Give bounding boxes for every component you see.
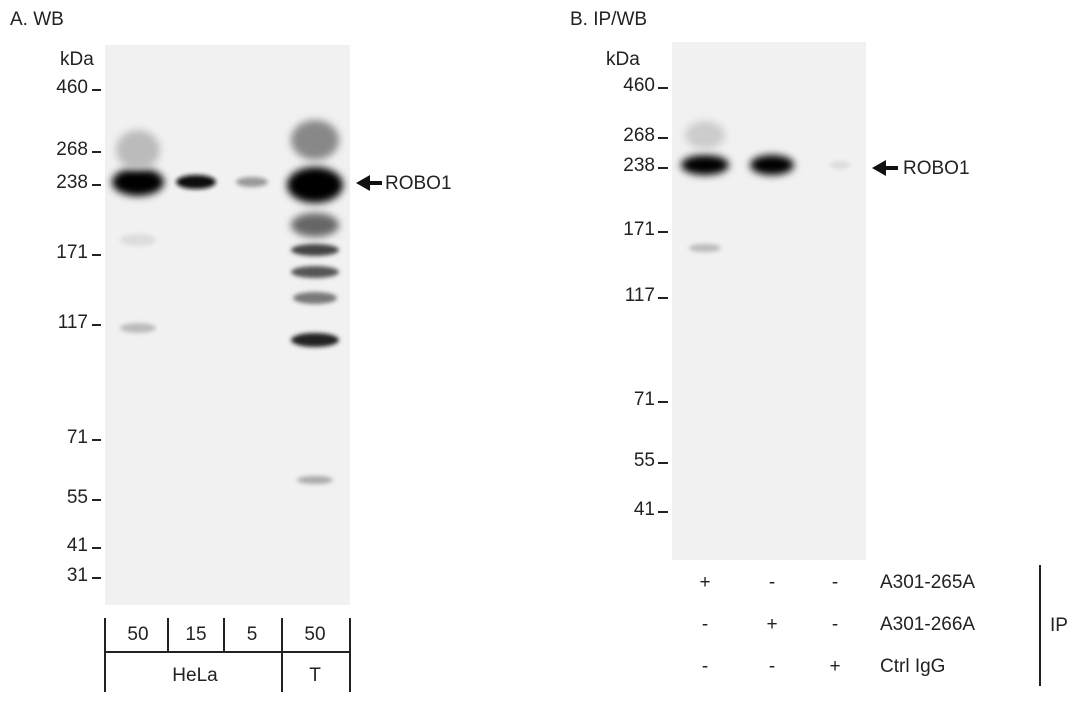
marker-label: 55 — [67, 487, 88, 508]
marker-label: 55 — [634, 450, 655, 471]
panel-b: B. IP/WB kDa 460 268 238 171 117 71 55 41 ROBO1… — [570, 9, 1068, 686]
ip-mark: - — [832, 572, 838, 593]
marker-label: 117 — [58, 312, 88, 333]
arrow — [356, 175, 382, 191]
marker-label: 268 — [623, 125, 655, 146]
ip-mark: - — [769, 656, 775, 677]
markers: 460 268 238 171 117 71 55 41 31 — [56, 77, 101, 586]
markers: 460 268 238 171 117 71 55 41 — [623, 75, 668, 520]
marker-label: 460 — [56, 77, 88, 98]
marker-label: 171 — [56, 242, 88, 263]
ip-table: IP + - - A301-265A - + - A301-266A - - + Ctrl IgG — [699, 565, 1068, 686]
marker-label: 171 — [623, 219, 655, 240]
marker-label: 238 — [623, 155, 655, 176]
marker-label: 268 — [56, 139, 88, 160]
ip-mark: - — [702, 614, 708, 635]
load: 15 — [185, 624, 206, 645]
lane-table: 50 15 5 50 HeLa T — [104, 618, 351, 692]
ip-mark: + — [766, 614, 777, 635]
panel-a: A. WB kDa 460 268 238 171 117 71 55 41 31 ROBO1 — [10, 9, 452, 692]
marker-label: 117 — [625, 285, 655, 306]
arrow — [872, 160, 898, 176]
marker-label: 31 — [67, 565, 88, 586]
bands — [681, 121, 850, 252]
ip-mark: + — [829, 656, 840, 677]
load: 50 — [127, 624, 148, 645]
ip-mark: - — [702, 656, 708, 677]
cell-line: T — [309, 665, 321, 686]
kda-label: kDa — [60, 49, 94, 70]
marker-label: 41 — [634, 499, 655, 520]
ip-label: IP — [1050, 615, 1068, 636]
target-label: ROBO1 — [903, 158, 970, 179]
ip-mark: - — [769, 572, 775, 593]
panel-label: B. IP/WB — [570, 9, 647, 30]
load: 5 — [247, 624, 258, 645]
antibody-label: Ctrl IgG — [880, 656, 945, 677]
antibody-label: A301-265A — [880, 572, 975, 593]
ip-mark: + — [699, 572, 710, 593]
panel-label: A. WB — [10, 9, 64, 30]
marker-label: 71 — [634, 389, 655, 410]
marker-label: 71 — [67, 427, 88, 448]
ip-mark: - — [832, 614, 838, 635]
kda-label: kDa — [606, 49, 640, 70]
cell-line: HeLa — [172, 665, 218, 686]
antibody-label: A301-266A — [880, 614, 975, 635]
marker-label: 41 — [67, 535, 88, 556]
target-label: ROBO1 — [385, 173, 452, 194]
marker-label: 460 — [623, 75, 655, 96]
marker-label: 238 — [56, 172, 88, 193]
load: 50 — [304, 624, 325, 645]
blot — [672, 42, 866, 560]
bands — [112, 120, 343, 484]
